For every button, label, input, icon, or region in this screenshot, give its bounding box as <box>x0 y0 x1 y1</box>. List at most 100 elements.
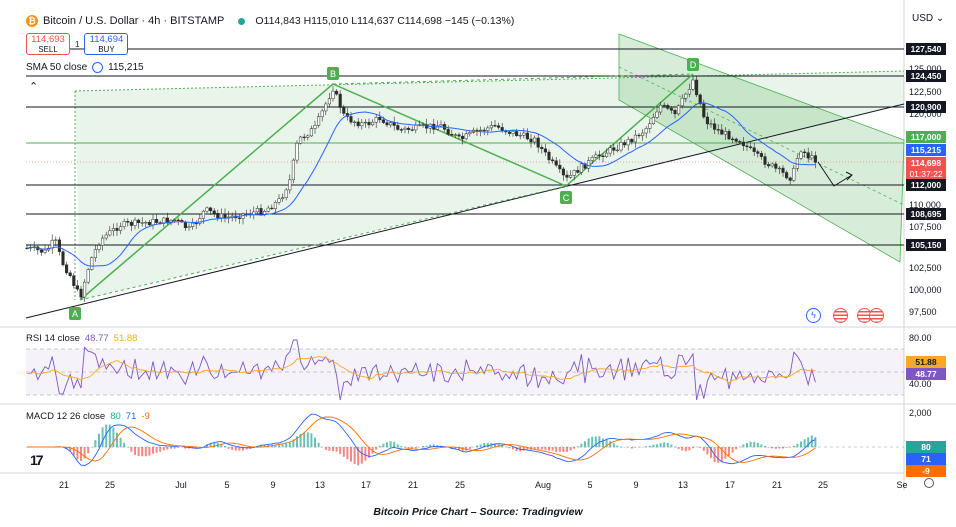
candle-down <box>738 141 742 143</box>
candle-down <box>176 219 180 222</box>
candle-up <box>86 269 90 283</box>
candle-down <box>410 129 414 131</box>
us-flag-icon[interactable] <box>869 308 884 323</box>
macd-histogram-bar <box>656 444 658 448</box>
macd-histogram-bar <box>731 447 734 453</box>
candle-down <box>554 160 558 166</box>
macd-histogram-bar <box>476 445 478 448</box>
candle-up <box>104 234 108 239</box>
candle-up <box>331 90 335 99</box>
macd-histogram-bar <box>551 447 554 451</box>
macd-legend[interactable]: MACD 12 26 close 80 71 -9 <box>26 411 150 422</box>
candle-down <box>457 134 461 137</box>
rsi-tick: 40.00 <box>909 379 932 389</box>
macd-histogram-bar <box>800 441 802 448</box>
macd-histogram-bar <box>346 447 349 460</box>
candle-down <box>540 147 544 150</box>
time-tick: Aug <box>534 480 552 490</box>
rsi-legend[interactable]: RSI 14 close 48.77 51.88 <box>26 333 137 344</box>
candle-down <box>612 147 616 151</box>
candle-down <box>237 217 241 219</box>
svg-text:B: B <box>330 69 336 79</box>
candle-up <box>277 198 281 203</box>
buy-button[interactable]: 114,694 BUY <box>84 33 129 55</box>
macd-histogram-bar <box>386 442 388 448</box>
macd-histogram-bar <box>494 443 496 448</box>
svg-text:D: D <box>690 60 697 70</box>
candle-up <box>594 154 598 158</box>
candle-up <box>144 221 148 224</box>
candle-up <box>572 170 576 176</box>
macd-signal-tag: -9 <box>906 465 946 477</box>
sma-50-line <box>26 102 816 267</box>
candle-down <box>767 164 771 167</box>
candle-down <box>576 170 580 173</box>
candle-up <box>511 131 515 134</box>
macd-histogram-bar <box>224 446 226 448</box>
macd-histogram-bar <box>242 447 244 451</box>
candle-down <box>65 264 69 274</box>
spread-value: 1 <box>75 39 80 49</box>
candle-down <box>745 145 749 148</box>
macd-histogram-bar <box>375 447 378 450</box>
candle-up <box>306 135 310 138</box>
lightning-icon[interactable]: ϟ <box>806 308 821 323</box>
macd-histogram-bar <box>674 446 676 448</box>
macd-histogram-bar <box>792 445 795 448</box>
sma-legend[interactable]: SMA 50 close 115,215 <box>26 62 144 73</box>
candle-down <box>183 221 187 229</box>
currency-selector[interactable]: USD ⌄ <box>912 13 944 24</box>
candle-down <box>223 213 227 219</box>
us-flag-icon[interactable] <box>833 308 848 323</box>
candle-down <box>536 137 540 148</box>
candle-down <box>61 251 65 266</box>
macd-histogram-bar <box>634 447 637 448</box>
candle-down <box>349 116 353 123</box>
macd-histogram-bar <box>177 447 180 448</box>
macd-histogram-bar <box>76 447 79 460</box>
candle-down <box>165 217 169 224</box>
candle-down <box>356 121 360 127</box>
macd-histogram-bar <box>479 444 482 448</box>
macd-histogram-bar <box>566 447 568 452</box>
time-tick: 5 <box>587 480 593 490</box>
candle-down <box>813 155 817 163</box>
candle-down <box>803 151 807 153</box>
rsi-ma-line <box>26 356 816 384</box>
macd-histogram-bar <box>414 447 417 449</box>
settings-icon[interactable] <box>924 478 934 488</box>
macd-histogram-bar <box>771 447 774 449</box>
visibility-icon[interactable] <box>92 62 104 73</box>
macd-histogram-bar <box>580 443 583 448</box>
candle-up <box>795 158 799 169</box>
candle-down <box>713 123 717 130</box>
sell-button[interactable]: 114,693 SELL <box>26 33 70 55</box>
harmonic-zigzag <box>79 73 694 301</box>
candle-down <box>396 125 400 130</box>
price-tick: 107,500 <box>909 222 942 232</box>
macd-histogram-bar <box>137 447 140 456</box>
macd-histogram-bar <box>382 443 385 448</box>
projection-arrow <box>817 161 853 187</box>
macd-histogram-bar <box>339 447 342 454</box>
candle-down <box>529 138 533 143</box>
macd-histogram-bar <box>360 447 363 464</box>
candle-down <box>525 132 529 140</box>
candle-up <box>486 127 490 131</box>
macd-histogram-bar <box>170 447 172 449</box>
horizontal-levels <box>26 48 904 246</box>
macd-histogram-bar <box>353 447 356 464</box>
macd-histogram-bar <box>116 432 118 448</box>
macd-histogram-bar <box>681 447 684 451</box>
symbol-header[interactable]: ₿ Bitcoin / U.S. Dollar · 4h · BITSTAMP … <box>26 12 514 30</box>
candle-down <box>763 156 767 165</box>
macd-histogram-bar <box>645 446 648 448</box>
collapse-chevron-icon[interactable]: ⌃ <box>29 81 39 93</box>
candle-up <box>723 131 727 135</box>
candle-up <box>230 215 234 218</box>
macd-histogram-bar <box>774 447 777 449</box>
candle-down <box>705 116 709 125</box>
tradingview-logo: 17 <box>30 452 44 468</box>
candle-up <box>615 149 619 152</box>
